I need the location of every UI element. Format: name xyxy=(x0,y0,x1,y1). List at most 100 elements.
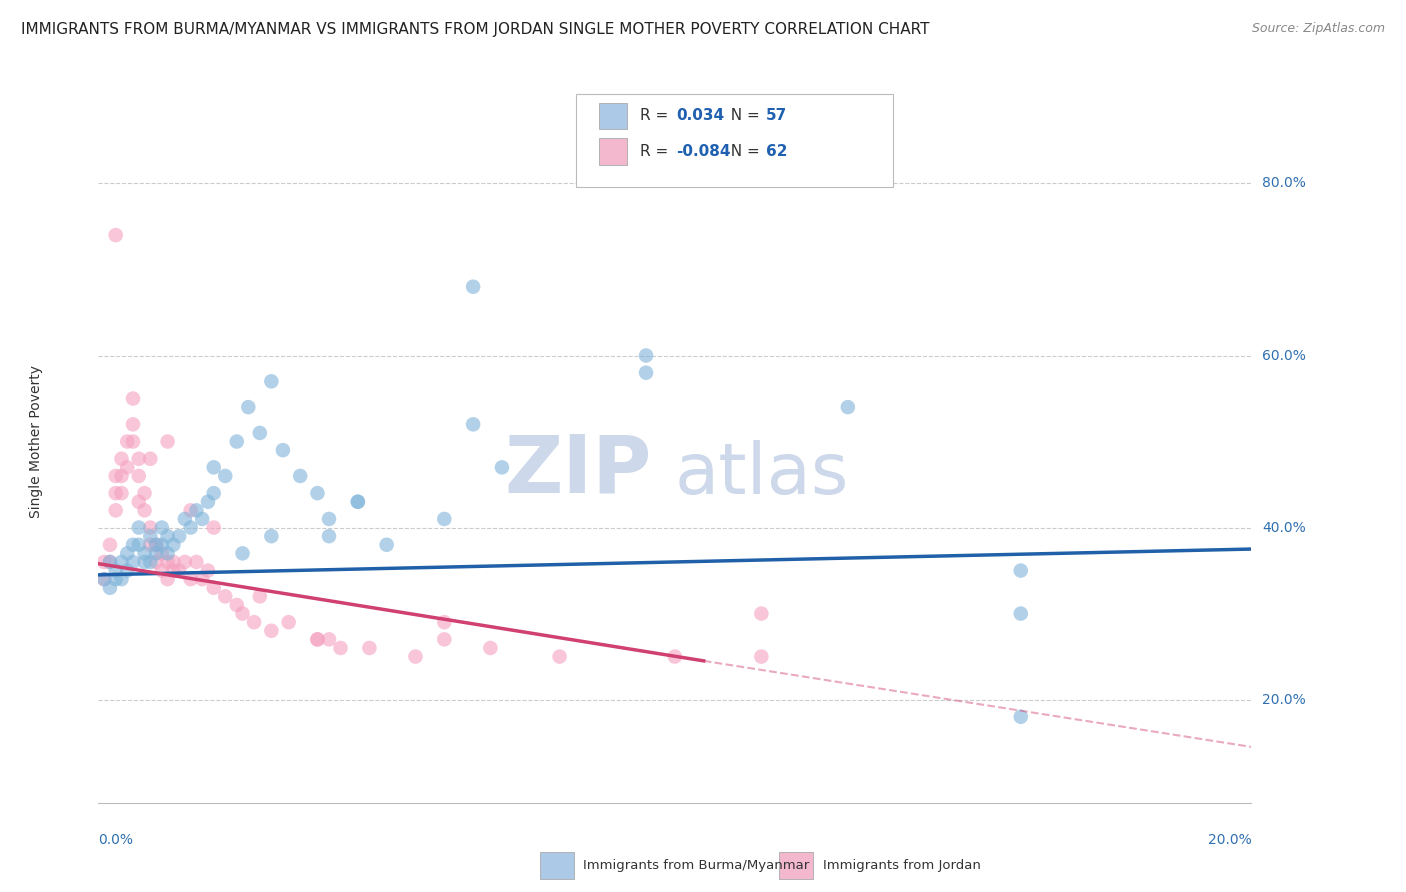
Point xyxy=(145,538,167,552)
Point xyxy=(277,615,299,630)
Point xyxy=(318,512,340,526)
Point xyxy=(139,529,162,543)
Point xyxy=(145,555,167,569)
Point xyxy=(110,486,132,500)
Point xyxy=(98,581,121,595)
Point xyxy=(145,546,167,560)
Point xyxy=(180,503,202,517)
Point xyxy=(214,590,236,604)
Point xyxy=(117,434,139,449)
Point xyxy=(93,555,115,569)
Point xyxy=(1010,564,1032,578)
Point xyxy=(202,520,225,534)
Text: N =: N = xyxy=(721,145,765,159)
Point xyxy=(93,572,115,586)
Point xyxy=(128,520,150,534)
Point xyxy=(162,564,184,578)
Point xyxy=(104,486,127,500)
Point xyxy=(117,564,139,578)
Text: 80.0%: 80.0% xyxy=(1263,177,1306,191)
Text: 60.0%: 60.0% xyxy=(1263,349,1306,362)
Point xyxy=(271,443,294,458)
Point xyxy=(156,529,179,543)
Point xyxy=(104,228,127,243)
Point xyxy=(548,649,571,664)
Point xyxy=(751,649,773,664)
Point xyxy=(307,632,329,647)
Text: R =: R = xyxy=(640,145,673,159)
Point xyxy=(110,469,132,483)
Point xyxy=(202,460,225,475)
Point xyxy=(122,417,145,432)
Point xyxy=(150,520,173,534)
Point xyxy=(98,538,121,552)
Text: atlas: atlas xyxy=(675,440,849,508)
Point xyxy=(110,451,132,466)
Point xyxy=(104,469,127,483)
Point xyxy=(260,624,283,638)
Point xyxy=(93,572,115,586)
Point xyxy=(128,538,150,552)
Point xyxy=(231,546,254,560)
Point xyxy=(307,486,329,500)
Point xyxy=(134,546,156,560)
Point xyxy=(191,572,214,586)
Point xyxy=(104,564,127,578)
Point xyxy=(191,512,214,526)
Point xyxy=(359,640,381,655)
Point xyxy=(150,538,173,552)
Point xyxy=(156,572,179,586)
Point xyxy=(134,555,156,569)
Point xyxy=(186,555,208,569)
Point xyxy=(122,434,145,449)
Text: Immigrants from Jordan: Immigrants from Jordan xyxy=(823,859,980,871)
Text: N =: N = xyxy=(721,109,765,123)
Text: R =: R = xyxy=(640,109,673,123)
Point xyxy=(433,615,456,630)
Point xyxy=(162,538,184,552)
Point xyxy=(134,486,156,500)
Text: IMMIGRANTS FROM BURMA/MYANMAR VS IMMIGRANTS FROM JORDAN SINGLE MOTHER POVERTY CO: IMMIGRANTS FROM BURMA/MYANMAR VS IMMIGRA… xyxy=(21,22,929,37)
Point xyxy=(837,400,859,414)
Point xyxy=(225,598,247,612)
Point xyxy=(260,375,283,389)
Point xyxy=(174,512,197,526)
Text: 20.0%: 20.0% xyxy=(1263,692,1306,706)
Point xyxy=(128,494,150,508)
Text: 57: 57 xyxy=(766,109,787,123)
Point xyxy=(307,632,329,647)
Point xyxy=(145,538,167,552)
Point xyxy=(636,366,658,380)
Point xyxy=(180,520,202,534)
Point xyxy=(433,632,456,647)
Point xyxy=(98,555,121,569)
Text: 0.0%: 0.0% xyxy=(98,833,134,847)
Point xyxy=(150,546,173,560)
Point xyxy=(1010,710,1032,724)
Point xyxy=(150,564,173,578)
Point xyxy=(110,572,132,586)
Point xyxy=(117,460,139,475)
Point xyxy=(110,555,132,569)
Text: Source: ZipAtlas.com: Source: ZipAtlas.com xyxy=(1251,22,1385,36)
Point xyxy=(290,469,312,483)
Text: 62: 62 xyxy=(766,145,787,159)
Point xyxy=(491,460,513,475)
Point xyxy=(225,434,247,449)
Point xyxy=(249,425,271,440)
Point xyxy=(238,400,260,414)
Point xyxy=(231,607,254,621)
Text: Immigrants from Burma/Myanmar: Immigrants from Burma/Myanmar xyxy=(583,859,810,871)
Point xyxy=(318,632,340,647)
Point xyxy=(461,279,484,293)
Point xyxy=(197,564,219,578)
Point xyxy=(405,649,427,664)
Point xyxy=(346,494,368,508)
Point xyxy=(260,529,283,543)
Text: Single Mother Poverty: Single Mother Poverty xyxy=(30,365,44,518)
Point xyxy=(122,555,145,569)
Point xyxy=(156,546,179,560)
Point xyxy=(346,494,368,508)
Point xyxy=(104,572,127,586)
Point xyxy=(122,538,145,552)
